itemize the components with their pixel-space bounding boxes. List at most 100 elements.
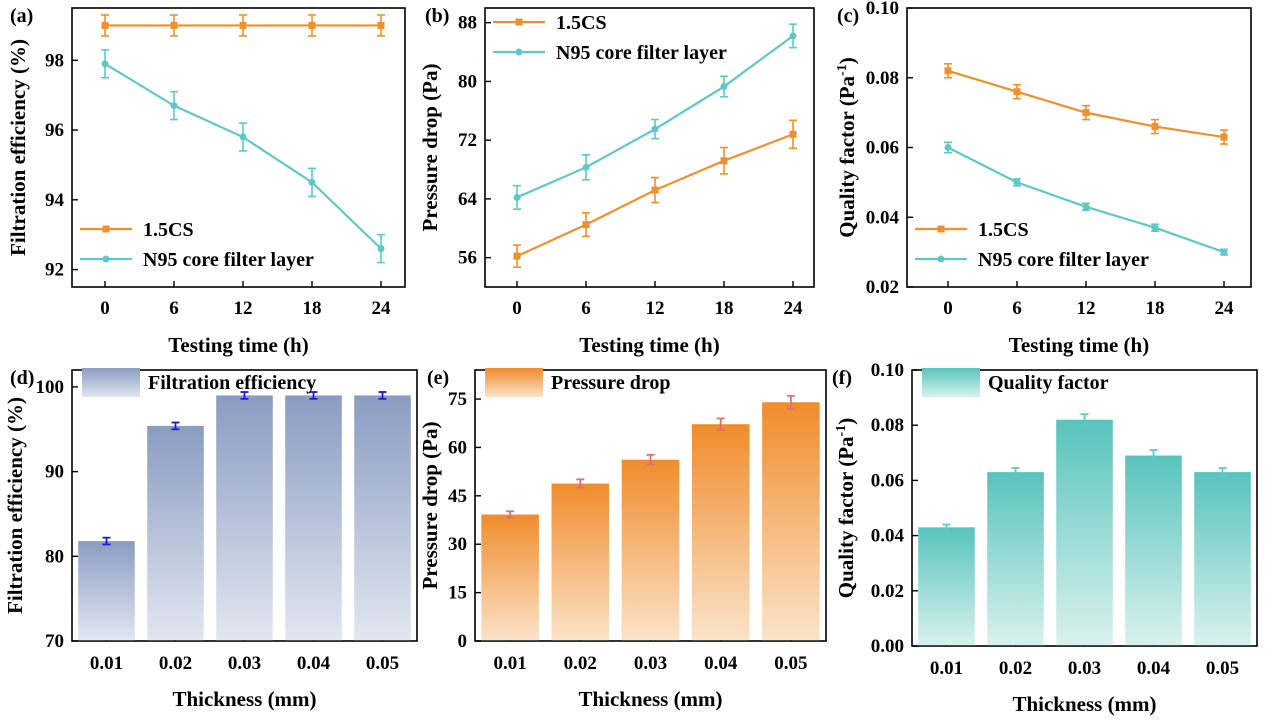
series-0 <box>101 14 385 37</box>
bar <box>285 395 342 641</box>
y-tick-label: 94 <box>45 190 65 211</box>
x-tick-label: 0.04 <box>297 653 331 674</box>
y-axis-title: Quality factor (Pa-1) <box>834 418 858 598</box>
x-tick-label: 6 <box>581 298 591 319</box>
plot-frame <box>906 7 1252 288</box>
panel-a: (a) 92 94 96 98 Filtration efficiency (%) Test… <box>6 5 406 357</box>
y-tick-label: 100 <box>36 377 65 398</box>
legend: 1.5CS N95 core filter layer <box>915 219 1149 271</box>
y-axis-title: Quality factor (Pa-1) <box>835 57 859 237</box>
legend-swatch <box>485 368 543 397</box>
data-point <box>308 178 316 186</box>
data-point <box>720 83 728 91</box>
y-tick-label: 0.08 <box>866 68 899 89</box>
bar <box>481 514 539 641</box>
x-tick-label: 0.01 <box>493 653 526 674</box>
x-axis-title: Testing time (h) <box>1009 333 1149 357</box>
panel-d: (d) 70 80 90 100 Filtration efficiency (%) Thi… <box>3 367 418 711</box>
y-axis-title-suffix: ) <box>835 57 859 64</box>
panel-label: (d) <box>10 367 34 389</box>
series-0 <box>944 62 1228 145</box>
y-axis-title-text: Filtration efficiency (%) <box>3 397 27 614</box>
y-axis-title: Filtration efficiency (%) <box>3 397 27 614</box>
legend-label: N95 core filter layer <box>978 249 1149 271</box>
x-tick-label: 24 <box>784 298 804 319</box>
y-axis-title-superscript: -1 <box>834 425 849 437</box>
data-point <box>101 60 109 68</box>
data-point <box>239 21 247 29</box>
data-point <box>582 221 590 229</box>
data-point <box>1151 123 1159 131</box>
x-tick-label: 12 <box>234 298 253 319</box>
x-tick-label: 0.04 <box>704 653 738 674</box>
bar <box>551 483 610 641</box>
legend-marker <box>515 18 523 26</box>
panel-label: (f) <box>832 367 852 389</box>
data-point <box>944 144 952 151</box>
y-tick-label: 98 <box>45 50 64 71</box>
y-axis-title-suffix: ) <box>834 418 858 425</box>
x-tick-label: 18 <box>1146 298 1165 319</box>
data-point <box>944 67 952 75</box>
panel-label: (c) <box>837 5 859 27</box>
y-axis-title: Pressure drop (Pa) <box>418 422 442 590</box>
y-tick-label: 64 <box>458 189 478 210</box>
x-tick-label: 0 <box>100 298 110 319</box>
y-tick-label: 0.10 <box>866 0 899 19</box>
legend-label: 1.5CS <box>978 219 1029 241</box>
legend-marker <box>102 255 110 263</box>
series-1 <box>944 141 1228 256</box>
x-axis-title: Thickness (mm) <box>578 687 722 711</box>
y-tick-label: 80 <box>458 71 477 92</box>
data-point <box>1220 133 1228 141</box>
legend-label: Quality factor <box>988 372 1109 394</box>
x-tick-label: 0 <box>512 298 522 319</box>
y-tick-label: 96 <box>45 120 64 141</box>
legend-label: Pressure drop <box>551 372 670 394</box>
panel-label: (b) <box>425 5 449 27</box>
plot-frame <box>71 7 406 288</box>
data-point <box>101 21 109 29</box>
y-axis-title-text: Pressure drop (Pa) <box>418 422 442 590</box>
y-tick-label: 0.04 <box>866 207 900 228</box>
legend-swatch <box>82 368 140 397</box>
x-tick-label: 0.04 <box>1137 658 1171 679</box>
y-tick-label: 90 <box>45 462 64 483</box>
legend-label: Filtration efficiency <box>148 372 316 394</box>
panel-f: (f) 0.00 0.02 0.04 0.06 0.08 0.10 Quality facto… <box>832 360 1258 716</box>
x-tick-label: 0.01 <box>930 658 963 679</box>
legend-label: N95 core filter layer <box>556 42 727 64</box>
x-axis-title: Thickness (mm) <box>1012 692 1156 716</box>
data-point <box>582 163 590 171</box>
data-point <box>1013 178 1021 186</box>
series-line <box>947 69 1225 139</box>
y-tick-label: 0.04 <box>871 526 905 547</box>
y-tick-label: 0.08 <box>871 415 904 436</box>
x-tick-label: 0.02 <box>564 653 597 674</box>
legend-marker <box>102 225 110 233</box>
legend: Pressure drop <box>485 368 670 397</box>
data-point <box>789 32 797 40</box>
y-axis-title-text: Quality factor (Pa <box>834 436 858 598</box>
y-tick-label: 70 <box>45 631 64 652</box>
x-tick-label: 0.05 <box>366 653 399 674</box>
y-tick-label: 72 <box>458 130 477 151</box>
x-tick-label: 0.05 <box>774 653 807 674</box>
y-axis-title-text: Filtration efficiency (%) <box>6 39 30 256</box>
bar <box>1056 419 1113 646</box>
x-tick-label: 12 <box>646 298 665 319</box>
bar <box>987 472 1044 646</box>
data-point <box>308 21 316 29</box>
bar <box>354 395 411 641</box>
y-axis-title-superscript: -1 <box>835 64 850 76</box>
y-tick-label: 15 <box>448 583 467 604</box>
x-tick-label: 0.03 <box>228 653 261 674</box>
y-tick-label: 0.10 <box>871 360 904 381</box>
legend-marker <box>515 48 523 56</box>
y-tick-label: 88 <box>458 13 477 34</box>
x-tick-label: 18 <box>715 298 734 319</box>
legend: Filtration efficiency <box>82 368 316 397</box>
data-point <box>170 102 178 110</box>
series-1 <box>513 23 797 210</box>
series-1 <box>101 49 385 264</box>
